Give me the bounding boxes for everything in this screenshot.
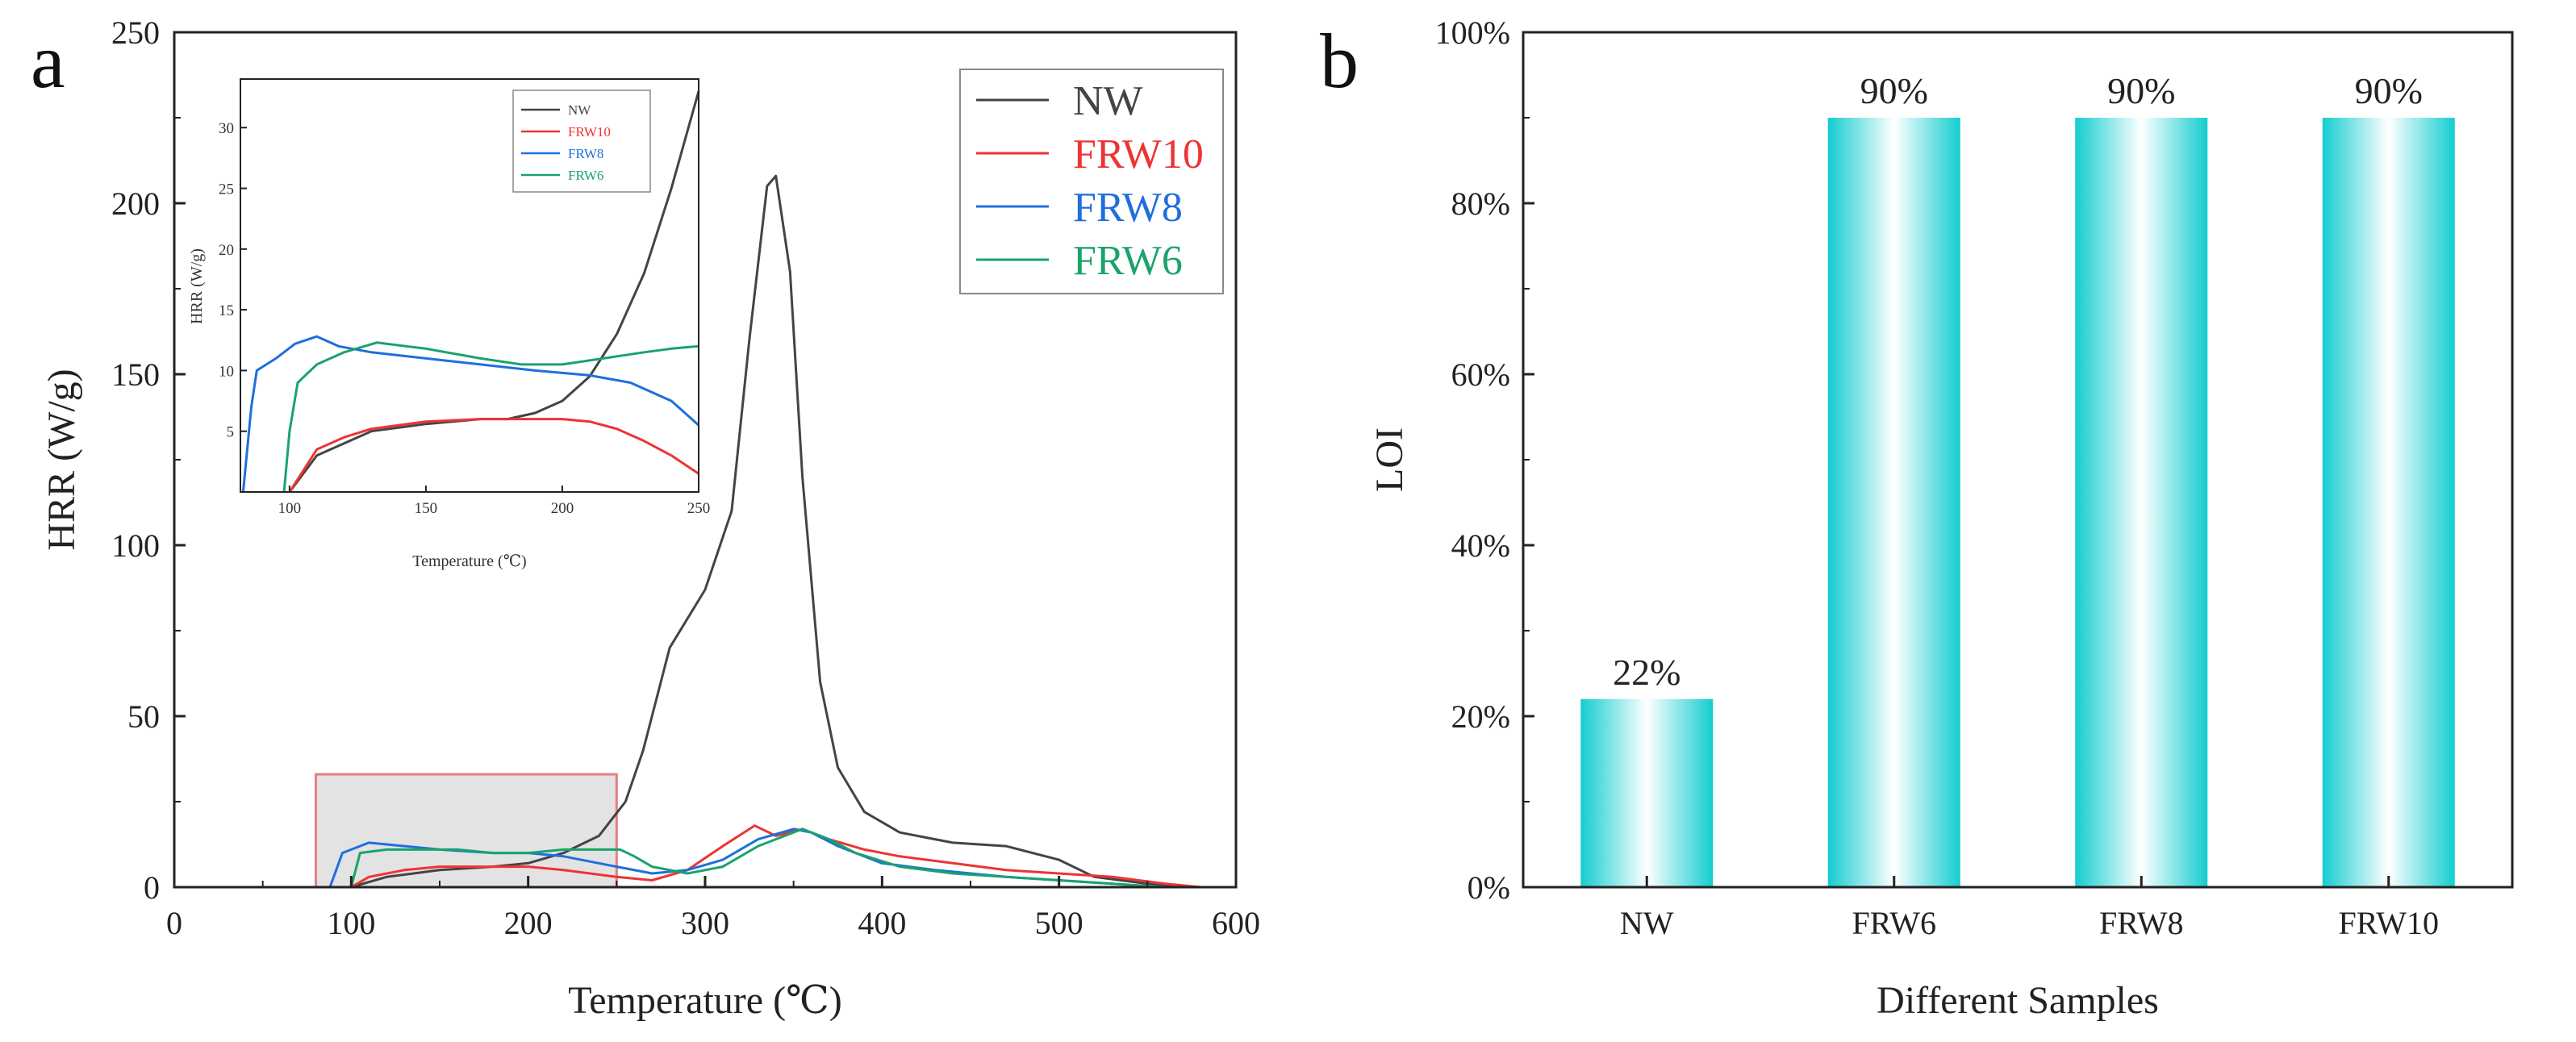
panel-b-letter: b (1320, 18, 1359, 104)
inset-series-line-frw10 (288, 418, 699, 493)
panel-b-axes: NW FRW6 FRW8 FRW10 0% 20% 40% 60% 80% 100% (1435, 15, 2439, 941)
y-tick-label: 40% (1451, 527, 1510, 564)
y-tick-label: 0% (1468, 869, 1510, 906)
bar-frw10 (2322, 118, 2455, 887)
inset-series-line-nw (288, 90, 700, 493)
inset-y-tick-label: 10 (219, 363, 234, 380)
y-tick-label: 250 (111, 15, 160, 51)
inset-x-tick-label: 200 (551, 500, 574, 517)
panel-a-y-axis-title: HRR (W/g) (40, 369, 83, 550)
category-label-frw10: FRW10 (2339, 905, 2439, 941)
bar-value-label-frw6: 90% (1860, 70, 1928, 111)
inset-axes: 100 150 200 250 5 10 15 20 25 30 (219, 120, 710, 517)
y-tick-label: 20% (1451, 698, 1510, 735)
series-line-frw10 (350, 824, 1201, 889)
inset-y-axis-title: HRR (W/g) (188, 248, 206, 324)
y-tick-label: 100% (1435, 15, 1510, 51)
bar-value-label-nw: 22% (1613, 652, 1680, 693)
x-tick-label: 400 (858, 905, 906, 941)
panel-a-legend: NW FRW10 FRW8 FRW6 (959, 69, 1224, 294)
panel-b-bars: 22% 90% 90% 90% (1580, 70, 2455, 887)
inset-legend: NW FRW10 FRW8 FRW6 (512, 90, 651, 193)
bar-nw (1580, 698, 1714, 887)
x-tick-label: 200 (504, 905, 553, 941)
inset-legend-label-frw6: FRW6 (568, 168, 603, 183)
inset-legend-label-nw: NW (568, 102, 591, 118)
inset-x-tick-label: 150 (415, 500, 438, 517)
inset-x-tick-label: 100 (278, 500, 302, 517)
category-label-nw: NW (1620, 905, 1674, 941)
panel-a-axes: 0 100 200 300 400 500 600 0 50 100 150 200 250 (111, 15, 1260, 941)
bar-frw8 (2075, 118, 2208, 887)
inset-series-line-frw8 (241, 335, 699, 493)
bar-value-label-frw8: 90% (2107, 70, 2175, 111)
inset-series-line-frw6 (282, 341, 699, 493)
category-label-frw6: FRW6 (1852, 905, 1936, 941)
panel-a-legend-box (959, 69, 1224, 294)
inset-plot-frame (240, 78, 699, 493)
legend-label-frw8: FRW8 (1073, 185, 1183, 231)
y-tick-label: 150 (111, 356, 160, 393)
inset-x-tick-label: 250 (687, 500, 711, 517)
inset-y-tick-label: 20 (219, 242, 234, 259)
series-line-frw6 (349, 827, 1166, 889)
inset-y-tick-label: 25 (219, 181, 234, 198)
bar-frw6 (1827, 118, 1960, 887)
category-label-frw8: FRW8 (2099, 905, 2183, 941)
y-tick-label: 0 (144, 869, 160, 906)
x-tick-label: 500 (1035, 905, 1083, 941)
inset-x-axis-title: Temperature (℃) (412, 552, 526, 570)
panel-a-letter: a (31, 18, 65, 104)
y-tick-label: 80% (1451, 185, 1510, 222)
y-tick-label: 50 (127, 698, 160, 735)
inset-y-tick-label: 5 (227, 424, 235, 441)
x-tick-label: 100 (327, 905, 375, 941)
inset-legend-label-frw8: FRW8 (568, 146, 603, 161)
x-tick-label: 300 (681, 905, 729, 941)
bar-value-label-frw10: 90% (2355, 70, 2423, 111)
x-tick-label: 600 (1212, 905, 1260, 941)
inset-y-tick-label: 30 (219, 120, 234, 137)
panel-a-x-axis-title: Temperature (℃) (568, 979, 842, 1022)
panel-b-x-axis-title: Different Samples (1877, 979, 2159, 1022)
x-tick-label: 0 (166, 905, 182, 941)
panel-b-y-axis-title: LOI (1368, 427, 1411, 492)
panel-b-chart: 22% 90% 90% 90% NW FRW6 FRW8 FRW10 0% 20% 40% 60% 8… (1368, 15, 2514, 1022)
legend-label-frw6: FRW6 (1073, 238, 1183, 284)
y-tick-label: 60% (1451, 356, 1510, 393)
inset-y-tick-label: 15 (219, 302, 234, 319)
inset-chart: 100 150 200 250 5 10 15 20 25 30 HRR (W/g) Temper… (188, 78, 710, 570)
y-tick-label: 100 (111, 527, 160, 564)
legend-label-nw: NW (1073, 78, 1143, 124)
inset-series (241, 90, 700, 493)
panel-a-series (328, 174, 1201, 889)
legend-label-frw10: FRW10 (1073, 131, 1204, 177)
inset-legend-label-frw10: FRW10 (568, 124, 611, 140)
y-tick-label: 200 (111, 185, 160, 222)
series-line-nw (350, 174, 1201, 889)
panel-a-chart: 0 100 200 300 400 500 600 0 50 100 150 200 250 HRR (… (40, 15, 1260, 1022)
